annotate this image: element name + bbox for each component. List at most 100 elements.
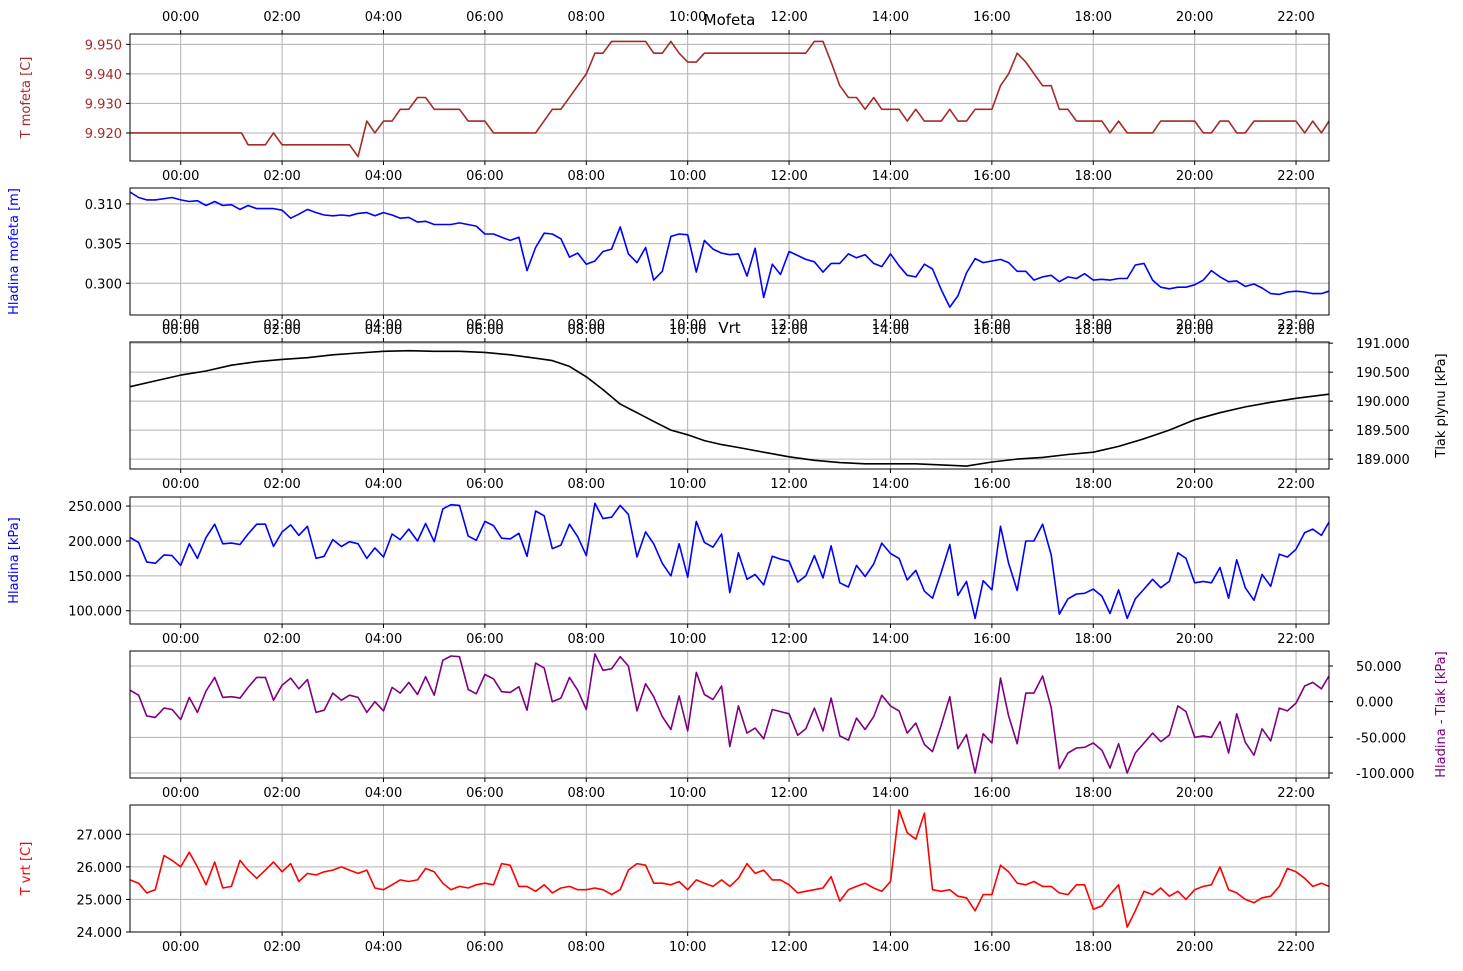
x-tick-label: 04:00: [365, 169, 402, 184]
y-tick-label: 150.000: [68, 570, 122, 585]
x-tick-label: 00:00: [162, 632, 199, 647]
plot-frame: [129, 341, 1330, 470]
y-tick-label: 0.305: [85, 238, 122, 253]
y-tick-label: 250.000: [68, 500, 122, 515]
x-tick-label-top: 18:00: [1075, 10, 1112, 25]
y-tick-label: 190.500: [1356, 366, 1410, 381]
y-axis-label: Hladina [kPa]: [7, 517, 22, 603]
x-tick-label: 12:00: [770, 786, 807, 801]
y-axis-label: T vrt [C]: [19, 842, 34, 897]
x-tick-label: 20:00: [1176, 632, 1213, 647]
x-tick-label: 16:00: [973, 940, 1010, 955]
x-tick-label: 12:00: [770, 632, 807, 647]
x-tick-label: 06:00: [466, 323, 503, 338]
x-tick-label: 12:00: [770, 940, 807, 955]
x-tick-label-top: 10:00: [669, 318, 706, 333]
y-tick-label: -50.000: [1356, 731, 1406, 746]
x-tick-label: 04:00: [365, 632, 402, 647]
series-line: [129, 191, 1330, 308]
series-line: [129, 653, 1330, 774]
x-tick-label: 02:00: [263, 169, 300, 184]
x-tick-label: 18:00: [1075, 323, 1112, 338]
y-tick-label: 27.000: [77, 828, 123, 843]
x-tick-label-top: 08:00: [568, 318, 605, 333]
x-tick-label-top: 02:00: [263, 318, 300, 333]
x-tick-label: 16:00: [973, 786, 1010, 801]
series-line: [129, 349, 1330, 467]
x-tick-label: 20:00: [1176, 940, 1213, 955]
x-tick-label: 06:00: [466, 632, 503, 647]
x-tick-label-top: 00:00: [162, 10, 199, 25]
x-tick-label: 02:00: [263, 323, 300, 338]
x-tick-label: 14:00: [872, 169, 909, 184]
x-tick-label: 10:00: [669, 940, 706, 955]
x-tick-label: 22:00: [1277, 940, 1314, 955]
x-tick-label-top: 12:00: [770, 318, 807, 333]
x-tick-label-top: 14:00: [872, 318, 909, 333]
x-tick-label: 04:00: [365, 477, 402, 492]
x-tick-label-top: 22:00: [1277, 10, 1314, 25]
x-tick-label: 02:00: [263, 632, 300, 647]
x-tick-label: 10:00: [669, 169, 706, 184]
x-tick-label: 16:00: [973, 169, 1010, 184]
x-tick-label: 22:00: [1277, 323, 1314, 338]
x-tick-label: 10:00: [669, 632, 706, 647]
x-tick-label: 08:00: [568, 940, 605, 955]
y-tick-label: 190.000: [1356, 395, 1410, 410]
plot-frame: [129, 187, 1330, 316]
x-tick-label: 06:00: [466, 786, 503, 801]
y-axis-label: T mofeta [C]: [19, 57, 34, 140]
x-tick-label: 08:00: [568, 169, 605, 184]
x-tick-label: 18:00: [1075, 632, 1112, 647]
x-tick-label: 22:00: [1277, 169, 1314, 184]
y-tick-label: 191.000: [1356, 337, 1410, 352]
y-tick-label: 26.000: [77, 861, 123, 876]
chart-title: Vrt: [718, 319, 740, 337]
x-tick-label: 18:00: [1075, 169, 1112, 184]
series-line: [129, 502, 1330, 620]
x-tick-label: 02:00: [263, 940, 300, 955]
x-tick-label: 08:00: [568, 477, 605, 492]
x-tick-label: 04:00: [365, 786, 402, 801]
x-tick-label-top: 04:00: [365, 10, 402, 25]
x-tick-label: 22:00: [1277, 477, 1314, 492]
y-tick-label: 100.000: [68, 605, 122, 620]
x-tick-label: 16:00: [973, 632, 1010, 647]
x-tick-label-top: 22:00: [1277, 318, 1314, 333]
x-tick-label: 00:00: [162, 323, 199, 338]
x-tick-label: 18:00: [1075, 940, 1112, 955]
x-tick-label-top: 16:00: [973, 10, 1010, 25]
plot-frame: [129, 804, 1330, 933]
x-tick-label: 20:00: [1176, 477, 1213, 492]
x-tick-label: 02:00: [263, 477, 300, 492]
x-tick-label: 18:00: [1075, 477, 1112, 492]
x-tick-label: 00:00: [162, 786, 199, 801]
x-tick-label: 14:00: [872, 632, 909, 647]
x-tick-label: 04:00: [365, 323, 402, 338]
x-tick-label: 14:00: [872, 786, 909, 801]
y-tick-label: 24.000: [77, 926, 123, 941]
y-tick-label: 189.500: [1356, 424, 1410, 439]
y-axis-label: Hladina - Tlak [kPa]: [1434, 651, 1449, 777]
y-tick-label: 50.000: [1356, 660, 1402, 675]
x-tick-label: 04:00: [365, 940, 402, 955]
x-tick-label: 06:00: [466, 169, 503, 184]
x-tick-label-top: 00:00: [162, 318, 199, 333]
y-tick-label: 200.000: [68, 535, 122, 550]
y-tick-label: 0.310: [85, 198, 122, 213]
x-tick-label-top: 04:00: [365, 318, 402, 333]
x-tick-label-top: 12:00: [770, 10, 807, 25]
x-tick-label: 06:00: [466, 477, 503, 492]
series-line: [130, 40, 1330, 158]
x-tick-label: 00:00: [162, 477, 199, 492]
x-tick-label-top: 08:00: [568, 10, 605, 25]
x-tick-label-top: 16:00: [973, 318, 1010, 333]
y-tick-label: 9.920: [85, 127, 122, 142]
y-tick-label: 25.000: [77, 893, 123, 908]
plot-frame: [129, 650, 1330, 779]
chart-title: Mofeta: [704, 11, 756, 29]
series-line: [129, 809, 1330, 928]
y-axis-label: Tlak plynu [kPa]: [1434, 353, 1449, 458]
